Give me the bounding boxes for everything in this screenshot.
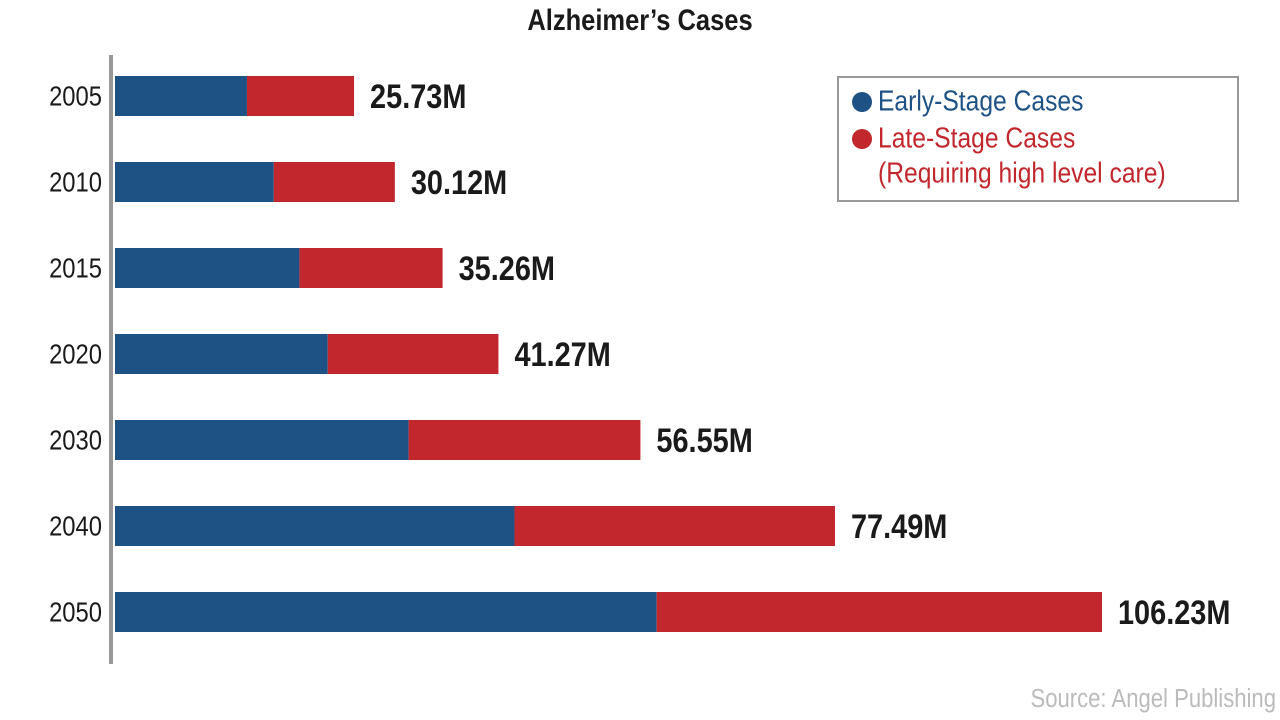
source: Source: Angel Publishing — [1030, 684, 1276, 713]
bar-segment — [408, 420, 641, 460]
total-label: 41.27M — [514, 335, 610, 374]
y-tick-label: 2015 — [49, 252, 102, 284]
legend-box — [837, 76, 1239, 202]
total-label: 77.49M — [851, 507, 947, 546]
y-tick-label: 2020 — [49, 338, 102, 370]
y-tick-label: 2040 — [49, 510, 102, 542]
y-tick-label: 2030 — [49, 424, 102, 456]
bar-segment — [115, 420, 409, 460]
bar-segment — [115, 592, 657, 632]
total-label: 56.55M — [656, 421, 752, 460]
bar-segment — [115, 334, 328, 374]
y-tick-label: 2010 — [49, 166, 102, 198]
y-tick-label: 2005 — [49, 80, 102, 112]
legend-marker — [852, 129, 872, 149]
total-label: 25.73M — [370, 77, 466, 116]
legend-label: Late-Stage Cases — [878, 122, 1075, 154]
bar-segment — [115, 248, 300, 288]
bar-segment — [299, 248, 443, 288]
bar-segment — [246, 76, 355, 116]
bar-segment — [115, 162, 274, 202]
legend-note: (Requiring high level care) — [878, 157, 1166, 189]
legend-label: Early-Stage Cases — [878, 85, 1083, 117]
bar-segment — [514, 506, 835, 546]
total-label: 35.26M — [459, 249, 555, 288]
bar-segment — [656, 592, 1102, 632]
total-label: 106.23M — [1118, 593, 1230, 632]
chart-title: Alzheimer’s Cases — [527, 3, 752, 36]
legend-marker — [852, 92, 872, 112]
bar-segment — [115, 76, 247, 116]
y-tick-label: 2050 — [49, 596, 102, 628]
bar-segment — [327, 334, 499, 374]
total-label: 30.12M — [411, 163, 507, 202]
bar-segment — [273, 162, 395, 202]
bar-segment — [115, 506, 515, 546]
